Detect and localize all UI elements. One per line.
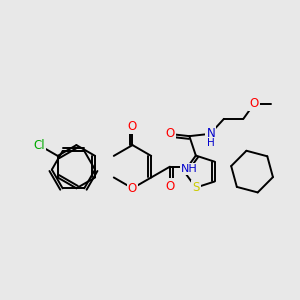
Text: S: S [192,181,200,194]
Text: O: O [165,128,175,140]
Text: Cl: Cl [33,139,45,152]
Text: O: O [128,182,137,195]
Text: NH: NH [181,164,198,174]
Text: O: O [165,180,175,193]
Text: O: O [250,97,259,110]
Text: N: N [206,128,215,140]
Text: H: H [207,138,214,148]
Text: O: O [128,120,137,133]
